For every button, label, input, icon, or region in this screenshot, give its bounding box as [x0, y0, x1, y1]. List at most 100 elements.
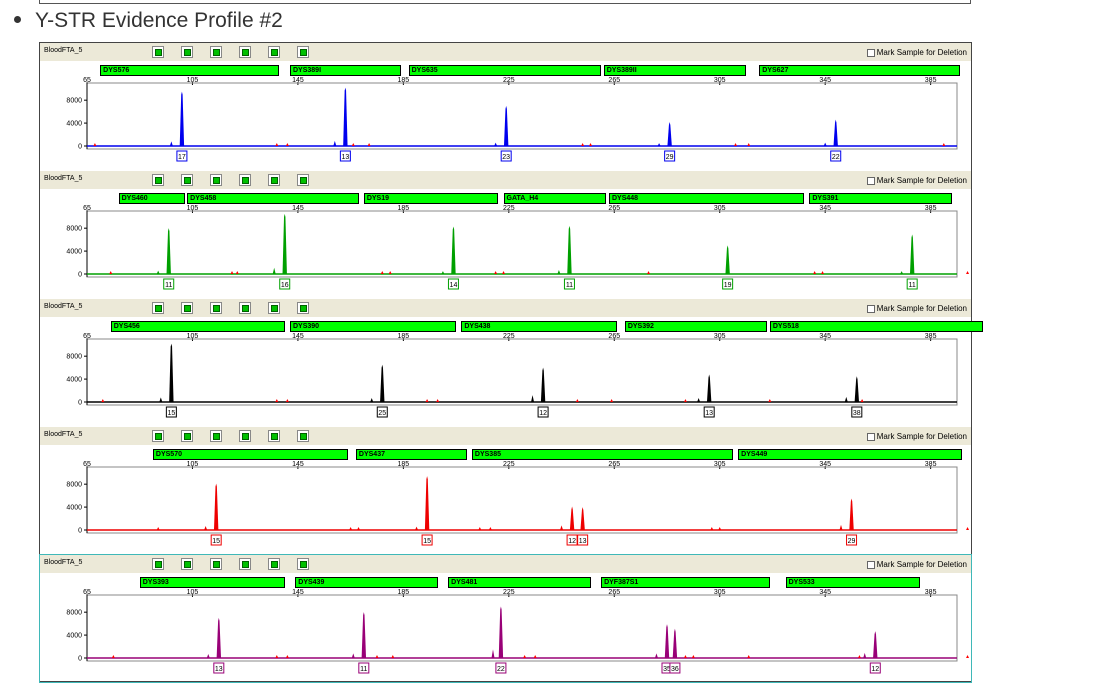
allele-label-box[interactable] [703, 406, 715, 418]
allele-label-box[interactable] [421, 534, 433, 546]
panel-4[interactable]: BloodFTA_5 Mark Sample for Deletion DYS570… [40, 427, 971, 554]
allele-label-box[interactable] [869, 662, 881, 674]
dye-toggle-2[interactable] [181, 558, 193, 570]
allele-label: 19 [724, 282, 732, 289]
mark-deletion-control[interactable]: Mark Sample for Deletion [866, 48, 967, 57]
marker-bin[interactable]: DYS458 [187, 193, 359, 204]
dye-toggle-4[interactable] [239, 174, 251, 186]
dye-toggle-1[interactable] [152, 558, 164, 570]
marker-bin[interactable]: DYS576 [100, 65, 280, 76]
marker-bin[interactable]: DYS385 [471, 449, 733, 460]
allele-label-box[interactable] [447, 278, 459, 290]
dye-toggle-5[interactable] [268, 558, 280, 570]
marker-bin[interactable]: DYS439 [295, 577, 438, 588]
marker-bin[interactable]: DYS481 [448, 577, 591, 588]
mark-deletion-control[interactable]: Mark Sample for Deletion [866, 560, 967, 569]
allele-label-box[interactable] [830, 150, 842, 162]
mark-deletion-checkbox[interactable] [866, 176, 875, 185]
dye-toggle-5[interactable] [268, 302, 280, 314]
marker-bin[interactable]: DYS437 [355, 449, 467, 460]
dye-toggle-2[interactable] [181, 430, 193, 442]
dye-toggle-3[interactable] [210, 174, 222, 186]
dye-toggle-2[interactable] [181, 174, 193, 186]
mark-deletion-control[interactable]: Mark Sample for Deletion [866, 176, 967, 185]
dye-toggle-6[interactable] [297, 430, 309, 442]
allele-label-box[interactable] [500, 150, 512, 162]
allele-label-box[interactable] [358, 662, 370, 674]
dye-toggle-4[interactable] [239, 46, 251, 58]
size-standard-peak [691, 655, 695, 658]
marker-bin[interactable]: DYS389I [290, 65, 401, 76]
dye-toggle-4[interactable] [239, 430, 251, 442]
dye-toggle-1[interactable] [152, 174, 164, 186]
dye-toggle-1[interactable] [152, 46, 164, 58]
marker-bin[interactable]: DYS570 [152, 449, 348, 460]
allele-label-box[interactable] [213, 662, 225, 674]
marker-bin[interactable]: DYS19 [363, 193, 499, 204]
marker-bin[interactable]: DYS449 [738, 449, 963, 460]
mark-deletion-checkbox[interactable] [866, 432, 875, 441]
dye-toggle-3[interactable] [210, 558, 222, 570]
mark-deletion-checkbox[interactable] [866, 560, 875, 569]
allele-label-box[interactable] [376, 406, 388, 418]
dye-toggle-2[interactable] [181, 302, 193, 314]
panel-1[interactable]: BloodFTA_5 Mark Sample for Deletion DYS576… [40, 43, 971, 170]
dye-toggle-1[interactable] [152, 430, 164, 442]
dye-toggle-6[interactable] [297, 46, 309, 58]
marker-bin[interactable]: DYS438 [461, 321, 617, 332]
dye-toggle-6[interactable] [297, 302, 309, 314]
allele-label-box[interactable] [495, 662, 507, 674]
marker-bin[interactable]: DYS460 [118, 193, 185, 204]
dye-toggle-6[interactable] [297, 558, 309, 570]
marker-bin[interactable]: DYS456 [110, 321, 285, 332]
dye-toggle-4[interactable] [239, 302, 251, 314]
allele-label-box[interactable] [851, 406, 863, 418]
allele-label-box[interactable] [722, 278, 734, 290]
dye-toggle-3[interactable] [210, 430, 222, 442]
allele-label-box[interactable] [537, 406, 549, 418]
dye-toggle-5[interactable] [268, 174, 280, 186]
allele-label-box[interactable] [210, 534, 222, 546]
panel-5[interactable]: BloodFTA_5 Mark Sample for Deletion DYS393… [39, 554, 972, 683]
dye-toggle-5[interactable] [268, 430, 280, 442]
dye-toggle-4[interactable] [239, 558, 251, 570]
marker-bin[interactable]: GATA_H4 [503, 193, 607, 204]
allele-label-box[interactable] [165, 406, 177, 418]
mark-deletion-control[interactable]: Mark Sample for Deletion [866, 432, 967, 441]
dye-toggle-5[interactable] [268, 46, 280, 58]
marker-bin[interactable]: DYS518 [769, 321, 984, 332]
marker-bin[interactable]: DYS635 [408, 65, 602, 76]
allele-label-box[interactable] [279, 278, 291, 290]
dye-toggle-6[interactable] [297, 174, 309, 186]
allele-label-box[interactable] [906, 278, 918, 290]
dye-toggle-3[interactable] [210, 302, 222, 314]
allele-label-box[interactable] [669, 662, 681, 674]
sample-name: BloodFTA_5 [44, 431, 83, 438]
dye-toggle-3[interactable] [210, 46, 222, 58]
mark-deletion-checkbox[interactable] [866, 304, 875, 313]
marker-bin[interactable]: DYS392 [624, 321, 768, 332]
allele-label-box[interactable] [163, 278, 175, 290]
allele-label-box[interactable] [339, 150, 351, 162]
marker-bin[interactable]: DYS389II [603, 65, 747, 76]
marker-bin[interactable]: DYS448 [609, 193, 805, 204]
allele-label-box[interactable] [563, 278, 575, 290]
stutter-peak [351, 653, 355, 658]
dye-toggle-2[interactable] [181, 46, 193, 58]
marker-bin[interactable]: DYS390 [290, 321, 457, 332]
mark-deletion-control[interactable]: Mark Sample for Deletion [866, 304, 967, 313]
panel-3[interactable]: BloodFTA_5 Mark Sample for Deletion DYS456… [40, 299, 984, 426]
marker-bin[interactable]: DYS393 [139, 577, 285, 588]
allele-label-box[interactable] [176, 150, 188, 162]
mark-deletion-checkbox[interactable] [866, 48, 875, 57]
allele-label-box[interactable] [566, 534, 578, 546]
marker-bin[interactable]: DYF387S1 [601, 577, 770, 588]
allele-label-box[interactable] [846, 534, 858, 546]
marker-bin[interactable]: DYS533 [785, 577, 921, 588]
allele-label-box[interactable] [664, 150, 676, 162]
marker-bin[interactable]: DYS391 [809, 193, 952, 204]
marker-bin[interactable]: DYS627 [759, 65, 960, 76]
dye-toggle-1[interactable] [152, 302, 164, 314]
allele-label-box[interactable] [577, 534, 589, 546]
panel-2[interactable]: BloodFTA_5 Mark Sample for Deletion DYS460… [40, 171, 971, 298]
